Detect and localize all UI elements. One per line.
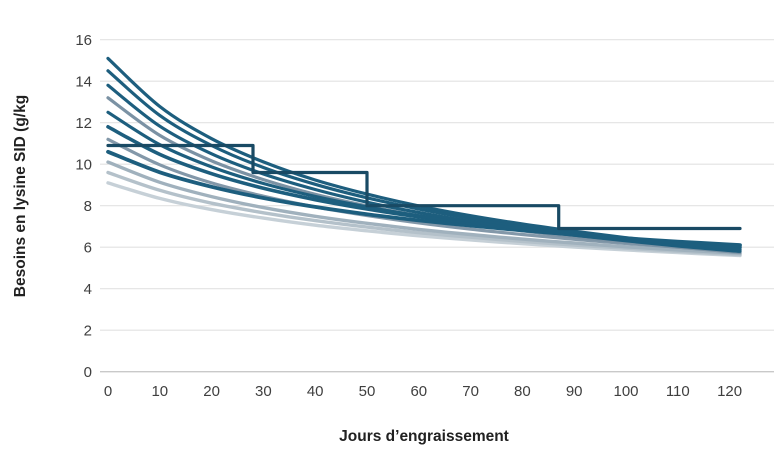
x-tick-label: 90	[566, 383, 583, 400]
x-tick-label: 40	[307, 383, 324, 400]
y-tick-label: 6	[84, 239, 92, 256]
requirement-curve	[106, 56, 742, 251]
y-tick-label: 0	[84, 364, 92, 381]
requirement-curve	[106, 83, 742, 253]
y-tick-label: 4	[84, 281, 92, 298]
y-tick-label: 16	[75, 32, 92, 49]
requirement-curve	[106, 160, 742, 256]
y-tick-label: 2	[84, 322, 92, 339]
y-tick-label: 14	[75, 73, 92, 90]
x-tick-label: 30	[255, 383, 272, 400]
x-tick-label: 120	[717, 383, 742, 400]
phase-step-line	[106, 143, 742, 231]
x-tick-label: 10	[151, 383, 168, 400]
x-tick-label: 70	[462, 383, 479, 400]
x-tick-label: 80	[514, 383, 531, 400]
y-tick-label: 12	[75, 115, 92, 132]
x-tick-label: 20	[203, 383, 220, 400]
y-tick-label: 10	[75, 156, 92, 173]
x-tick-label: 100	[613, 383, 638, 400]
y-tick-label: 8	[84, 198, 92, 215]
x-tick-label: 60	[410, 383, 427, 400]
y-axis-title: Besoins en lysine SID (g/kg	[12, 94, 29, 298]
x-tick-label: 50	[359, 383, 376, 400]
x-tick-label: 0	[104, 383, 112, 400]
x-tick-label: 110	[666, 383, 690, 400]
x-axis-title: Jours d’engraissement	[339, 428, 509, 445]
